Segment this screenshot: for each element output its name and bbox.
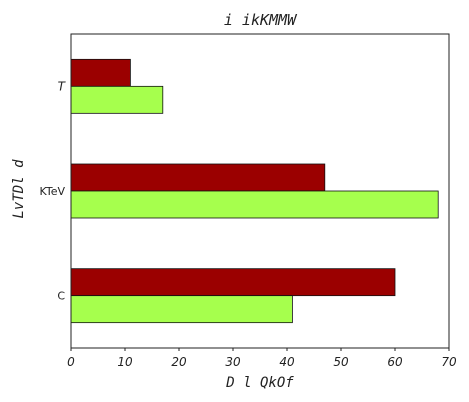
x-tick-label: 40 <box>279 355 295 369</box>
x-tick-label: 0 <box>67 355 75 369</box>
x-tick-label: 20 <box>171 355 187 369</box>
x-tick-label: 70 <box>441 355 457 369</box>
bars-group <box>70 58 439 324</box>
plot-frame <box>70 33 450 349</box>
chart-title: i ikKMMW <box>224 11 298 29</box>
y-tick-label: KTeV <box>39 185 65 198</box>
y-tick-label: C <box>57 290 65 303</box>
x-tick-label: 10 <box>117 355 133 369</box>
bar-C-series-2 <box>70 295 293 324</box>
x-tick-label: 30 <box>225 355 241 369</box>
bar-KTeV-series-1 <box>70 163 326 192</box>
x-tick-label: 60 <box>387 355 403 369</box>
bar-C-series-1 <box>70 268 396 297</box>
bar-T-series-1 <box>70 58 131 87</box>
bar-T-series-2 <box>70 85 164 114</box>
y-ticks: C KTeV T <box>39 79 66 302</box>
x-ticks: 0 10 20 30 40 50 60 70 <box>67 348 457 369</box>
y-tick-label: T <box>58 79 67 93</box>
x-tick-label: 50 <box>333 355 349 369</box>
x-axis-label: D l QkOf <box>225 375 294 391</box>
y-axis-label: LvTDl d <box>11 159 27 219</box>
bar-KTeV-series-2 <box>70 190 439 219</box>
